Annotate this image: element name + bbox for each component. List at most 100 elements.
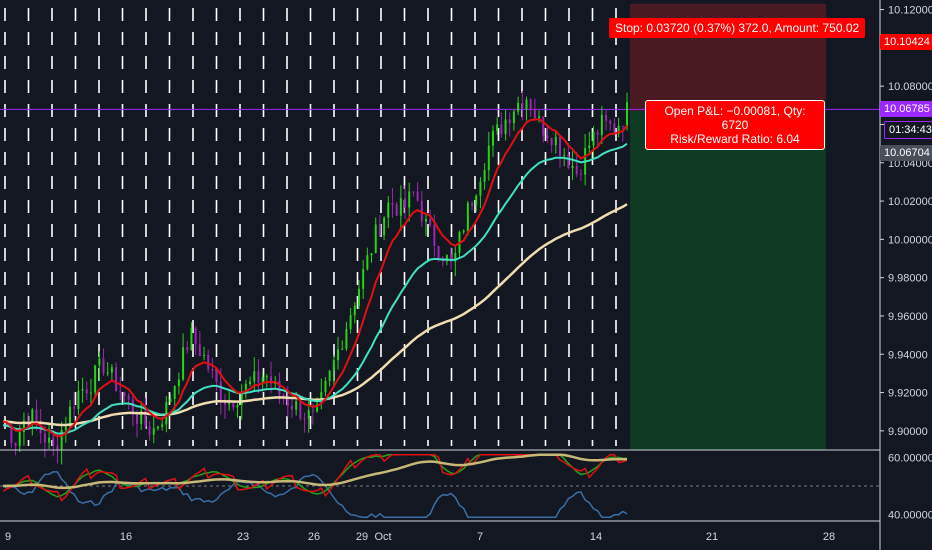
- candle-body: [504, 119, 507, 134]
- candle-body: [617, 125, 620, 134]
- candle-body: [424, 218, 427, 222]
- candle-body: [605, 114, 608, 121]
- candle-body: [374, 224, 377, 254]
- last-price-tag: 10.06704: [880, 145, 932, 161]
- pnl-label[interactable]: Open P&L: −0.00081, Qty: 6720 Risk/Rewar…: [645, 100, 825, 150]
- candle-body: [123, 392, 126, 396]
- candle-body: [94, 365, 97, 393]
- ema-red-line: [2, 117, 628, 438]
- time-axis[interactable]: 9 16 23 26 29 Oct 7 14 21 28: [5, 531, 835, 543]
- candle-body: [144, 410, 147, 427]
- candle-body: [517, 102, 520, 112]
- candle-body: [311, 410, 314, 412]
- candle-body: [383, 217, 386, 236]
- candle-body: [416, 191, 419, 201]
- candle-body: [588, 145, 591, 148]
- candle-body: [156, 426, 159, 429]
- candle-body: [56, 445, 59, 450]
- candle-body: [265, 376, 268, 378]
- candle-body: [521, 102, 524, 110]
- candle-body: [307, 410, 310, 419]
- candle-body: [433, 225, 436, 246]
- candle-body: [600, 114, 603, 135]
- candle-body: [571, 165, 574, 168]
- candle-body: [64, 426, 67, 430]
- candle-body: [136, 414, 139, 424]
- price-tick-label: 9.92000: [888, 388, 928, 400]
- candle-body: [102, 358, 105, 374]
- candle-body: [110, 367, 113, 373]
- time-tick-label: 26: [308, 531, 320, 543]
- candle-body: [60, 429, 63, 450]
- indicator-beige-line: [2, 453, 627, 490]
- candle-body: [261, 376, 264, 383]
- candle-body: [295, 401, 298, 410]
- candle-body: [332, 360, 335, 371]
- candle-body: [115, 367, 118, 392]
- candle-body: [353, 305, 356, 316]
- candle-body: [563, 154, 566, 156]
- time-tick-label: 23: [237, 531, 249, 543]
- candle-body: [567, 154, 570, 168]
- candle-body: [429, 218, 432, 226]
- stop-label[interactable]: Stop: 0.03720 (0.37%) 372.0, Amount: 750…: [609, 18, 866, 38]
- indicator-axis[interactable]: 60.00000 40.00000: [888, 453, 932, 522]
- take-profit-zone[interactable]: [630, 110, 826, 450]
- time-tick-label: 7: [477, 531, 483, 543]
- candle-body: [491, 131, 494, 146]
- candle-body: [77, 390, 80, 409]
- time-tick-label: 9: [5, 531, 11, 543]
- candle-body: [161, 424, 164, 427]
- price-tick-label: 10.00000: [888, 234, 932, 246]
- candle-body: [475, 195, 478, 206]
- ema-teal-line: [2, 142, 628, 435]
- candle-body: [378, 224, 381, 236]
- candle-body: [546, 135, 549, 139]
- candle-body: [22, 420, 25, 432]
- candle-body: [558, 136, 561, 156]
- candle-body: [404, 198, 407, 208]
- candle-body: [35, 409, 38, 423]
- candle-body: [550, 138, 553, 146]
- chart-grid: [4, 8, 617, 446]
- candle-body: [169, 398, 172, 403]
- candle-body: [412, 191, 415, 193]
- candle-body: [119, 391, 122, 393]
- candle-body: [173, 386, 176, 399]
- price-tick-label: 9.98000: [888, 273, 928, 285]
- candle-body: [140, 410, 143, 424]
- candle-body: [408, 191, 411, 208]
- candle-body: [525, 99, 528, 110]
- candle-body: [395, 204, 398, 216]
- candle-body: [131, 399, 134, 415]
- candle-body: [420, 200, 423, 222]
- candle-body: [240, 393, 243, 405]
- candle-body: [357, 288, 360, 306]
- candle-body: [345, 328, 348, 349]
- indicator-tick-label: 40.00000: [888, 509, 932, 521]
- candle-body: [533, 110, 536, 119]
- candle-body: [609, 120, 612, 124]
- candle-body: [244, 383, 247, 394]
- candle-body: [290, 405, 293, 410]
- candle-body: [349, 315, 352, 329]
- candle-body: [186, 347, 189, 351]
- candle-body: [320, 392, 323, 405]
- candle-body: [445, 255, 448, 262]
- candle-body: [236, 404, 239, 408]
- candle-body: [538, 116, 541, 119]
- stop-price-tag: 10.10424: [880, 34, 932, 50]
- candle-body: [496, 124, 499, 132]
- candle-body: [31, 409, 34, 422]
- candle-body: [10, 426, 13, 443]
- candle-body: [198, 344, 201, 356]
- pnl-line: Open P&L: −0.00081, Qty: 6720: [664, 104, 806, 132]
- candle-body: [203, 354, 206, 356]
- candle-body: [81, 389, 84, 391]
- candle-body: [215, 370, 218, 382]
- candle-body: [257, 371, 260, 383]
- candle-body: [487, 145, 490, 171]
- candle-body: [529, 99, 532, 111]
- candle-body: [127, 395, 130, 400]
